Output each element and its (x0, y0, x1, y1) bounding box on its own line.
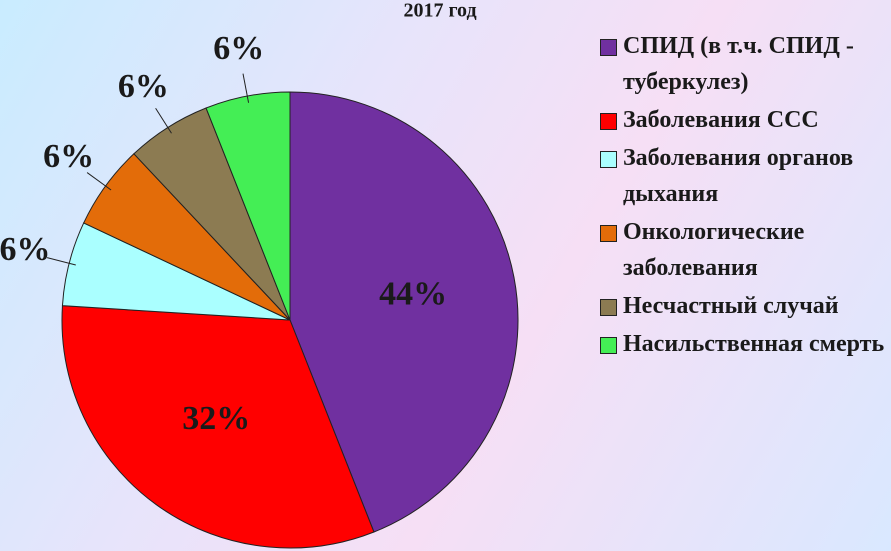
legend: СПИД (в т.ч. СПИД - туберкулез) Заболеван… (600, 28, 891, 364)
legend-swatch (600, 39, 617, 56)
data-label: 6% (118, 68, 169, 105)
leader-line (86, 172, 112, 191)
pie-slice (289, 91, 519, 533)
data-label: 32% (182, 400, 250, 437)
leader-line (242, 73, 250, 103)
legend-item: Насильственная смерть (600, 326, 891, 362)
legend-item: Заболевания ССС (600, 102, 891, 138)
legend-label: Насильственная смерть (623, 331, 885, 357)
data-label: 6% (43, 138, 94, 175)
legend-label: Несчастный случай (623, 293, 839, 319)
legend-item: Онкологические заболевания (600, 214, 891, 286)
legend-swatch (600, 113, 617, 130)
legend-label: СПИД (в т.ч. СПИД - туберкулез) (623, 33, 854, 95)
legend-swatch (600, 225, 617, 242)
legend-item: СПИД (в т.ч. СПИД - туберкулез) (600, 28, 891, 100)
legend-swatch (600, 299, 617, 316)
legend-item: Несчастный случай (600, 288, 891, 324)
pie-slice (61, 305, 375, 549)
leader-line (46, 257, 76, 266)
data-label: 44% (379, 275, 447, 312)
legend-swatch (600, 337, 617, 354)
data-label: 6% (213, 30, 264, 67)
leader-line (155, 107, 172, 134)
legend-label: Онкологические заболевания (623, 219, 805, 281)
legend-item: Заболевания органов дыхания (600, 140, 891, 212)
data-label: 6% (0, 231, 50, 268)
legend-swatch (600, 151, 617, 168)
chart-title: 2017 год (403, 0, 476, 22)
legend-label: Заболевания ССС (623, 107, 819, 133)
legend-label: Заболевания органов дыхания (623, 145, 854, 207)
